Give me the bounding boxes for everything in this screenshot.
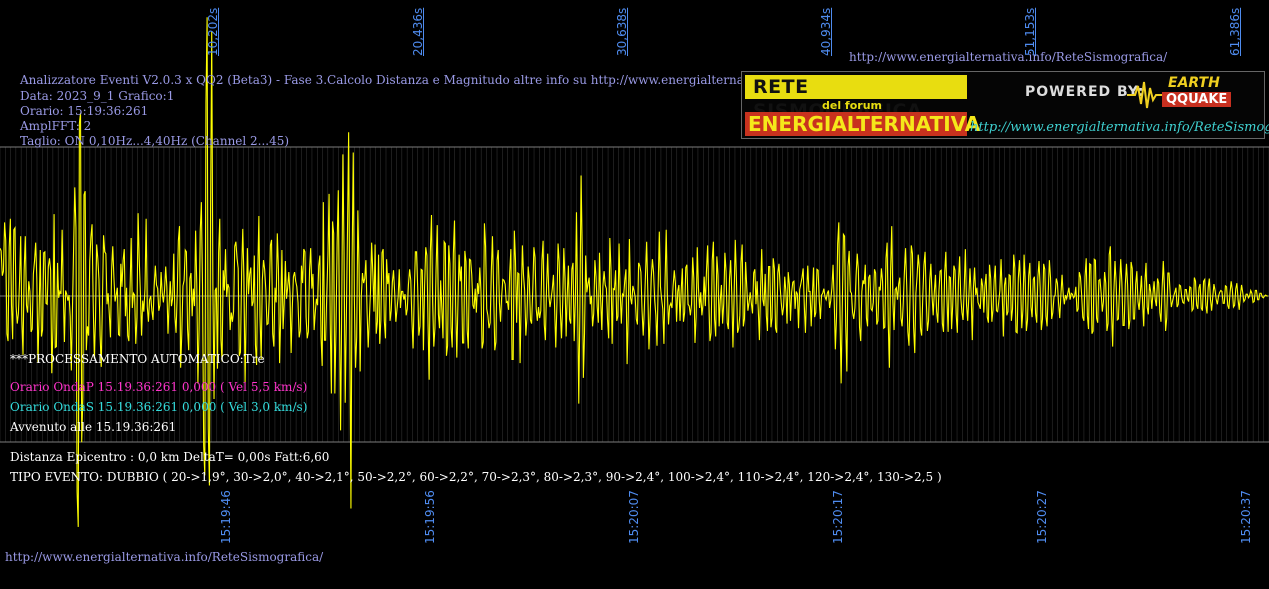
bottom-tick-label: 15:19:56 [423,490,437,544]
header-line-filter: Taglio: ON 0,10Hz...4,40Hz (Channel 2...… [20,134,290,148]
header-line-ampl: AmplFFT: 2 [20,119,92,133]
top-tick-label: 10,202s [206,8,220,57]
header-line-time: Orario: 15:19:36:261 [20,104,149,118]
top-tick-label: 30,638s [615,8,629,57]
top-tick-label: 20,436s [411,8,425,57]
logo-title-1: RETE SISMOGRAFICA [745,75,967,122]
event-time: Avvenuto alle 15.19.36:261 [10,420,177,434]
header-line-analyzer: Analizzatore Eventi V2.0.3 x QQ2 (Beta3)… [20,73,856,87]
logo-url-link[interactable]: http://www.energialternativa.info/ReteSi… [970,120,1269,135]
onda-s-time: Orario OndaS 15.19.36:261 0,000 ( Vel 3,… [10,400,308,414]
bottom-tick-label: 15:20:17 [831,490,845,544]
auto-processing-message: ***PROCESSAMENTO AUTOMATICO:Tre [10,352,265,366]
epicenter-distance: Distanza Epicentro : 0,0 km DeltaT= 0,00… [10,450,330,464]
logo-qquake-text: QQUAKE [1162,92,1232,107]
logo-powered-by: POWERED BY: [1025,84,1145,100]
event-type: TIPO EVENTO: DUBBIO ( 20->1,9°, 30->2,0°… [10,470,942,484]
earthquake-logo: EARTH QQUAKE [1162,75,1232,111]
onda-p-time: Orario OndaP 15.19.36:261 0,000 ( Vel 5,… [10,380,308,394]
bottom-tick-label: 15:20:07 [627,490,641,544]
bottom-tick-label: 15:20:27 [1035,490,1049,544]
bottom-tick-label: 15:20:37 [1239,490,1253,544]
footer-url-link[interactable]: http://www.energialternativa.info/ReteSi… [5,550,324,564]
logo-earth-text: EARTH [1168,75,1220,91]
seismic-trace [0,17,1268,527]
rete-sismografica-logo: RETE SISMOGRAFICA del forum ENERGIALTERN… [741,71,1269,139]
seismic-wave-icon [1127,81,1167,109]
bottom-tick-label: 15:19:46 [219,490,233,544]
logo-title-2: ENERGIALTERNATIVA [745,112,980,136]
top-tick-label: 61,386s [1228,8,1242,57]
top-url-link[interactable]: http://www.energialternativa.info/ReteSi… [849,50,1168,64]
top-tick-label: 40,934s [819,8,833,57]
header-line-date: Data: 2023_9_1 Grafico:1 [20,89,175,103]
top-tick-label: 51,153s [1023,8,1037,57]
logo-subtitle: del forum [822,99,882,112]
